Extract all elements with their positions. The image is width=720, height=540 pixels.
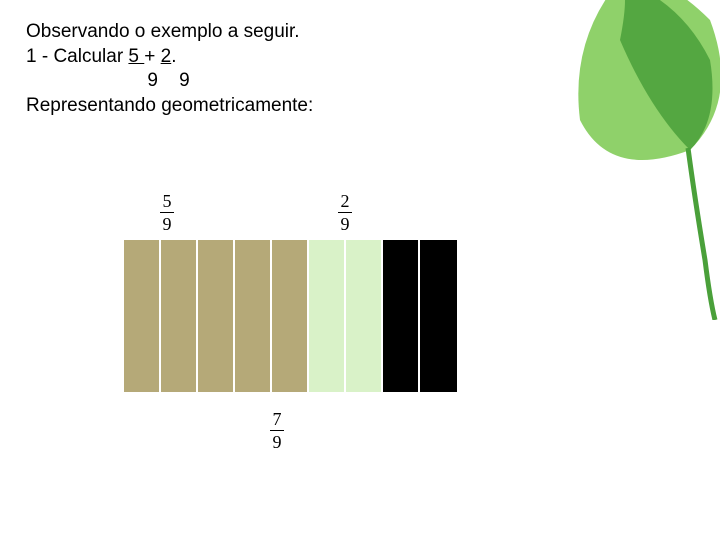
fraction-bar — [270, 430, 284, 431]
leaf-shape-2 — [620, 0, 713, 150]
bar-2 — [161, 240, 198, 392]
leaf-shape-1 — [578, 0, 720, 160]
fraction-denominator: 9 — [163, 215, 172, 233]
bar-4 — [235, 240, 272, 392]
fraction-numerator: 7 — [273, 410, 282, 428]
fraction-label-5-9: 5 9 — [160, 192, 174, 233]
fraction-bar — [338, 212, 352, 213]
fraction-denominator: 9 — [341, 215, 350, 233]
bar-5 — [272, 240, 309, 392]
line-2: 1 - Calcular 5 + 2. — [26, 45, 313, 70]
line-3: 9 9 — [26, 69, 313, 94]
fraction-bar-chart — [124, 240, 458, 392]
bar-1 — [124, 240, 161, 392]
fraction-denominator: 9 — [273, 433, 282, 451]
fraction-bar — [160, 212, 174, 213]
fraction-result-7-9: 7 9 — [270, 410, 284, 451]
bar-8 — [383, 240, 420, 392]
fraction-numerator: 5 — [163, 192, 172, 210]
bar-3 — [198, 240, 235, 392]
leaf-decoration — [540, 0, 720, 320]
bar-7 — [346, 240, 383, 392]
line-4: Representando geometricamente: — [26, 94, 313, 119]
instruction-text: Observando o exemplo a seguir. 1 - Calcu… — [26, 20, 313, 119]
line-1: Observando o exemplo a seguir. — [26, 20, 313, 45]
fraction-numerator: 2 — [341, 192, 350, 210]
bar-9 — [420, 240, 457, 392]
leaf-stem — [688, 148, 715, 320]
fraction-label-2-9: 2 9 — [338, 192, 352, 233]
bar-6 — [309, 240, 346, 392]
